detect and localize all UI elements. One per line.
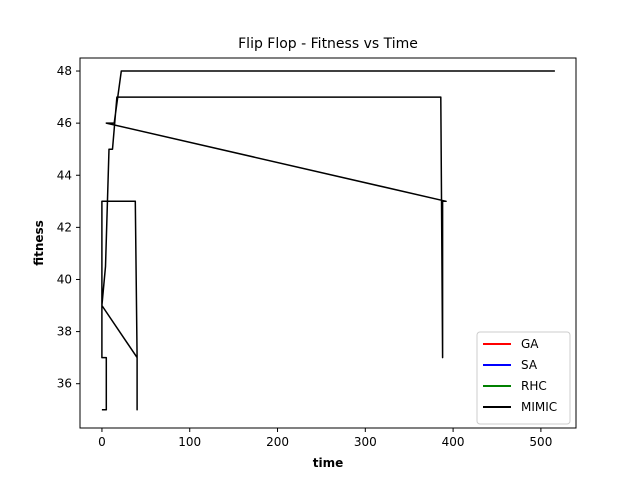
legend: GA SA RHC MIMIC — [476, 331, 571, 425]
axis-ticks: 0 100 200 300 400 500 36 38 40 42 44 46 48 — [57, 64, 553, 449]
series-line-mimic — [101, 70, 555, 411]
x-tick-label: 300 — [354, 435, 377, 449]
y-tick-label: 42 — [57, 220, 72, 234]
x-tick-label: 0 — [98, 435, 106, 449]
plot-frame — [79, 57, 577, 429]
chart-title: Flip Flop - Fitness vs Time — [238, 36, 418, 52]
y-axis-label: fitness — [32, 220, 46, 266]
x-tick-label: 400 — [442, 435, 465, 449]
legend-box — [476, 331, 571, 425]
x-tick-label: 200 — [266, 435, 289, 449]
plot-layer — [101, 70, 555, 411]
legend-label-sa: SA — [521, 358, 538, 372]
legend-label-ga: GA — [521, 337, 539, 351]
y-tick-label: 36 — [57, 377, 72, 391]
y-tick-label: 46 — [57, 116, 72, 130]
y-tick-label: 44 — [57, 168, 72, 182]
y-tick-label: 40 — [57, 272, 72, 286]
x-tick-label: 500 — [529, 435, 552, 449]
legend-label-rhc: RHC — [521, 379, 547, 393]
x-axis-label: time — [313, 456, 344, 470]
y-tick-label: 38 — [57, 325, 72, 339]
x-tick-label: 100 — [178, 435, 201, 449]
y-tick-label: 48 — [57, 64, 72, 78]
legend-label-mimic: MIMIC — [521, 400, 557, 414]
